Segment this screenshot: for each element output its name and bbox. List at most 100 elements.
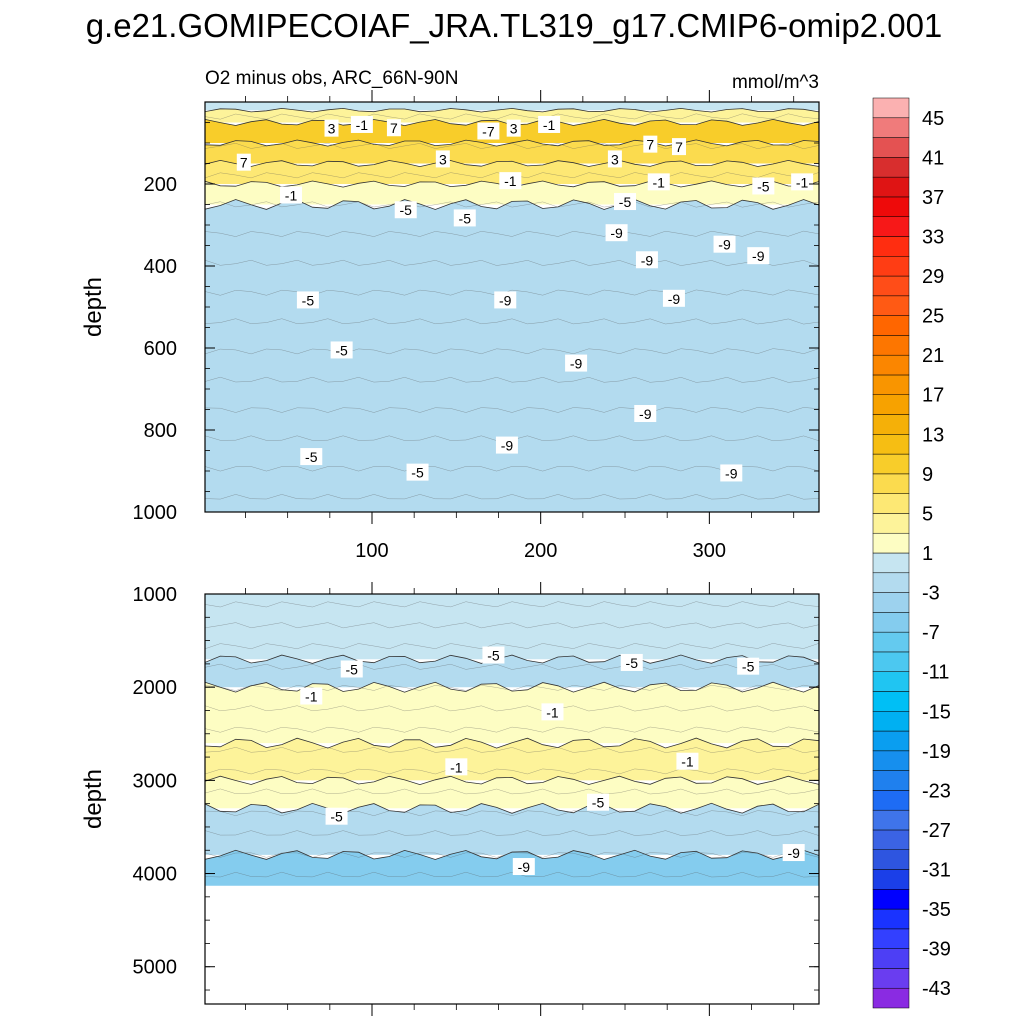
contour-label: -5 — [300, 448, 323, 466]
contour-label: -7 — [477, 122, 500, 140]
colorbar-swatch — [872, 394, 910, 415]
contour-label: -1 — [445, 758, 468, 776]
colorbar-tick-label: -7 — [922, 622, 940, 644]
contour-label-box — [791, 173, 814, 191]
contour-band — [205, 682, 819, 744]
colorbar-swatch — [872, 730, 910, 752]
colorbar-swatch — [872, 987, 910, 1009]
contour-label-text: -7 — [482, 124, 495, 140]
contour-label-text: -1 — [356, 117, 369, 133]
contour-label-text: 3 — [328, 121, 336, 137]
contour-label-text: -5 — [305, 449, 318, 465]
lower-plot-frame — [204, 593, 820, 1005]
contour-label: -5 — [614, 193, 637, 211]
contour-label-box — [647, 173, 670, 191]
upper-subtitle-left: O2 minus obs, ARC_66N-90N — [205, 68, 458, 89]
contour-label: -5 — [620, 653, 643, 671]
contour-label-box — [720, 464, 743, 482]
colorbar-tick-label: 17 — [922, 385, 944, 407]
contour-label-text: -1 — [543, 117, 556, 133]
contour-label-text: -9 — [639, 406, 652, 422]
colorbar-swatch — [872, 829, 910, 850]
contour-label-box — [614, 193, 637, 211]
contour-label-text: -9 — [668, 291, 681, 307]
y-tick-label: 5000 — [133, 957, 178, 979]
contour-label-box — [747, 247, 770, 265]
contour-label-text: -1 — [546, 704, 559, 720]
contour-label-box — [325, 807, 348, 825]
contour-label-box — [477, 122, 500, 140]
contour-label: -9 — [634, 405, 657, 423]
colorbar-swatch — [872, 592, 910, 613]
contour-label-box — [236, 153, 251, 171]
colorbar-tick-label: 5 — [922, 503, 933, 525]
lower-contour-labels: -5 -5 -5 -5 -1 -1 -1 -1 -5 -5 -9 -9 — [300, 646, 805, 876]
contour-label-text: -9 — [570, 356, 583, 372]
colorbar-tick-label: -27 — [922, 820, 951, 842]
contour-line — [205, 159, 819, 168]
contour-label-text: -5 — [757, 178, 770, 194]
lower-y-axis-label: depth — [80, 769, 107, 829]
contour-label-box — [713, 235, 736, 253]
upper-contour-labels: 3 -1 7 -7 3 -1 7 7 3 3 7 -1 -1 -5 -1 -1 -5 -5 -5 -9 -9 -9 -9 -9… — [236, 115, 814, 482]
contour-line — [205, 318, 819, 325]
colorbar-swatch — [872, 750, 910, 771]
contour-label: -9 — [494, 291, 517, 309]
colorbar-swatch — [872, 809, 910, 831]
contour-label-box — [752, 177, 775, 195]
colorbar: 45 41 37 33 29 25 21 17 13 9 5 1 -3 -7 -11 -15 -19 -23 -27… — [872, 97, 951, 1009]
colorbar-tick-label: -31 — [922, 860, 951, 882]
contour-label-box — [587, 793, 610, 811]
contour-label-text: -9 — [501, 438, 514, 454]
contour-line — [205, 113, 819, 120]
colorbar-swatch — [872, 790, 910, 811]
contour-line — [205, 871, 819, 878]
colorbar-swatch — [872, 869, 910, 890]
contour-line — [205, 230, 819, 237]
contour-line — [205, 775, 819, 786]
colorbar-swatch — [872, 157, 910, 178]
colorbar-swatch — [872, 354, 910, 376]
y-tick-label: 600 — [144, 338, 177, 360]
contour-label: -1 — [538, 115, 561, 133]
lower-contour-fill — [205, 594, 819, 886]
upper-panel: O2 minus obs, ARC_66N-90N mmol/m^3 3 -1 7 -… — [80, 68, 820, 562]
contour-line — [205, 259, 819, 266]
contour-line — [205, 201, 819, 208]
colorbar-swatch — [872, 968, 910, 989]
contour-line — [205, 684, 819, 691]
contour-label: -5 — [482, 646, 505, 664]
contour-line — [205, 622, 819, 629]
contour-label-text: -9 — [725, 465, 738, 481]
contour-label-box — [495, 436, 518, 454]
colorbar-swatch — [872, 908, 910, 930]
contour-label-text: 7 — [675, 139, 683, 155]
contour-label: -9 — [782, 844, 805, 862]
contour-label-text: 7 — [390, 120, 398, 136]
contour-label-box — [386, 119, 401, 137]
contour-label-text: 7 — [646, 137, 654, 153]
contour-label-box — [676, 752, 699, 770]
contour-label-box — [296, 291, 319, 309]
colorbar-swatch — [872, 691, 910, 712]
contour-label-text: -5 — [330, 809, 343, 825]
contour-line — [205, 494, 819, 500]
contour-label: -9 — [713, 235, 736, 253]
contour-label-text: -5 — [400, 202, 413, 218]
contour-label-text: -5 — [619, 194, 632, 210]
contour-label: -1 — [541, 703, 564, 721]
contour-label-text: -5 — [592, 795, 605, 811]
contour-line — [205, 348, 819, 355]
contour-line — [205, 788, 819, 795]
contour-label: -1 — [350, 115, 373, 133]
contour-label-text: -9 — [499, 292, 512, 308]
contour-label: -9 — [512, 858, 535, 876]
contour-label: -5 — [330, 341, 353, 359]
y-tick-label: 3000 — [133, 770, 178, 792]
contour-label-box — [643, 135, 658, 153]
colorbar-swatch — [872, 572, 910, 593]
contour-line — [205, 830, 819, 836]
contour-line — [205, 465, 819, 472]
colorbar-tick-label: -35 — [922, 899, 951, 921]
